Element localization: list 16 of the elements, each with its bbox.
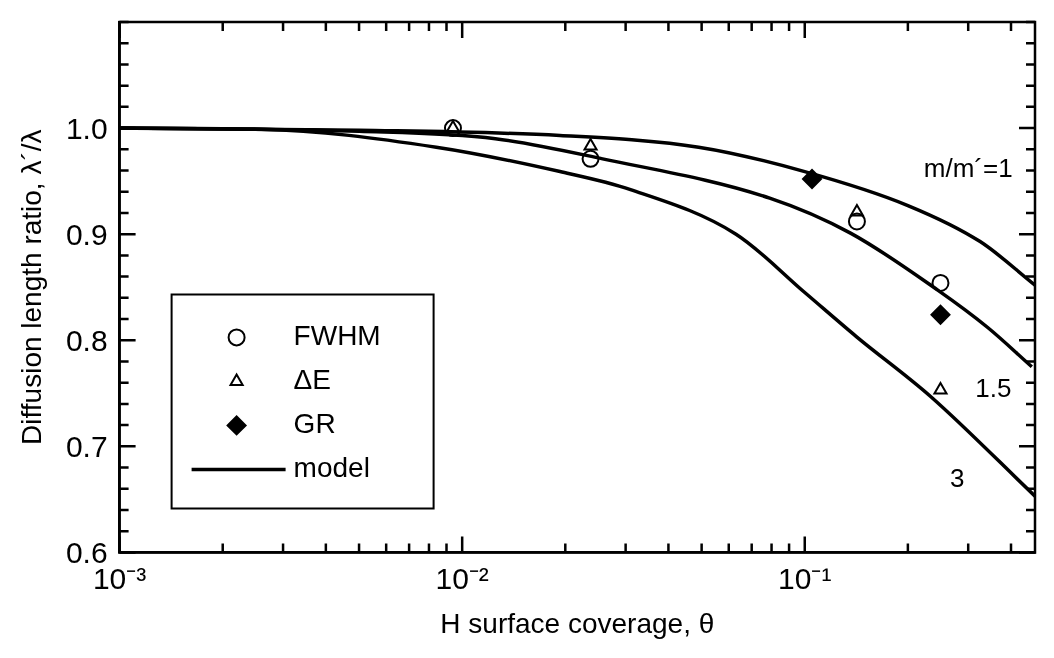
- y-tick-label: 1.0: [65, 112, 108, 146]
- x-tick-label: 10⁻¹: [778, 561, 832, 595]
- legend-label: GR: [293, 408, 336, 440]
- y-tick-label: 0.8: [65, 324, 108, 358]
- annotation: m/m´=1: [923, 153, 1013, 184]
- y-tick-label: 0.7: [65, 430, 108, 464]
- x-axis-title: H surface coverage, θ: [440, 607, 715, 639]
- y-axis-title: Diffusion length ratio, λ´/λ: [15, 129, 47, 445]
- legend-label: model: [293, 452, 370, 484]
- x-tick-label: 10⁻²: [435, 561, 489, 595]
- annotation: 1.5: [975, 373, 1012, 404]
- annotation: 3: [949, 462, 965, 493]
- y-tick-label: 0.6: [65, 536, 108, 570]
- legend-label: FWHM: [293, 320, 381, 352]
- y-tick-label: 0.9: [65, 218, 108, 252]
- legend-label: ΔE: [293, 364, 331, 396]
